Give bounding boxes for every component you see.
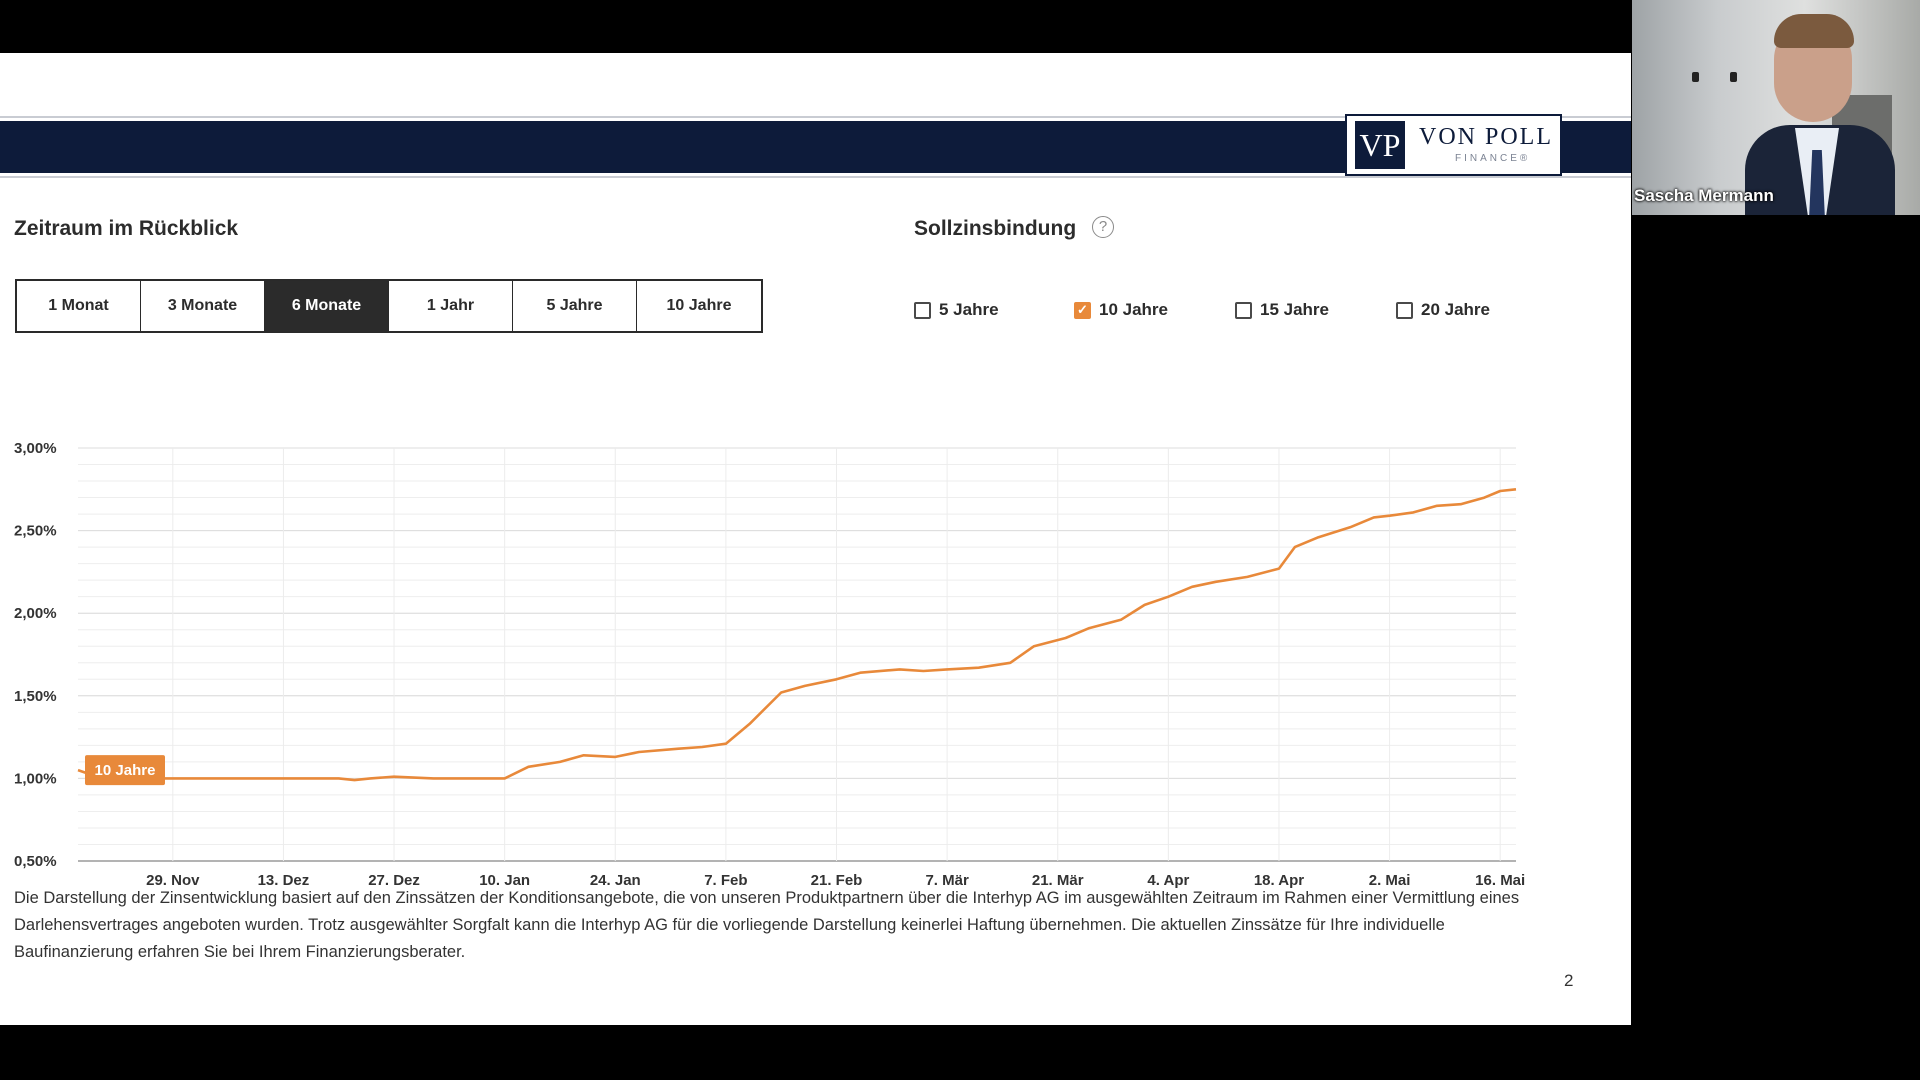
period-heading: Zeitraum im Rückblick	[14, 217, 239, 240]
fixation-option-20-jahre[interactable]: 20 Jahre	[1396, 300, 1490, 320]
fixation-option-15-jahre[interactable]: 15 Jahre	[1235, 300, 1329, 320]
fixation-label: 15 Jahre	[1260, 300, 1329, 319]
von-poll-logo: VP VON POLL FINANCE®	[1345, 114, 1562, 176]
logo-subtitle: FINANCE®	[1455, 153, 1531, 164]
checkbox[interactable]	[1396, 301, 1413, 319]
fixation-label: 5 Jahre	[939, 300, 999, 319]
x-tick-label: 24. Jan	[590, 872, 641, 889]
x-tick-label: 7. Mär	[925, 872, 969, 889]
x-tick-label: 18. Apr	[1254, 872, 1304, 889]
logo-name: VON POLL	[1419, 124, 1553, 150]
period-1-monat[interactable]: 1 Monat	[17, 281, 141, 331]
fixation-heading: Sollzinsbindung	[914, 217, 1077, 240]
x-tick-label: 27. Dez	[368, 872, 420, 889]
fixation-label: 10 Jahre	[1099, 300, 1168, 319]
x-tick-label: 4. Apr	[1147, 872, 1189, 889]
series-line-10-jahre	[77, 488, 1517, 782]
x-tick-label: 13. Dez	[258, 872, 310, 889]
series-label-badge	[85, 755, 165, 786]
x-tick-label: 16. Mai	[1475, 872, 1525, 889]
participant-name: Sascha Mermann	[1634, 186, 1774, 205]
x-tick-label: 2. Mai	[1369, 872, 1411, 889]
participant-video: Sascha Mermann	[1632, 0, 1920, 215]
presentation-slide: VP VON POLL FINANCE® Zeitraum im Rückbli…	[0, 53, 1631, 1025]
y-tick-label: 2,50%	[14, 523, 57, 540]
y-tick-label: 1,00%	[14, 770, 57, 787]
video-lamp	[1730, 72, 1737, 82]
help-icon[interactable]: ?	[1092, 216, 1114, 238]
series-label: 10 Jahre	[95, 762, 156, 779]
page-number: 2	[1564, 971, 1574, 990]
fixation-option-10-jahre[interactable]: ✓ 10 Jahre	[1074, 300, 1168, 320]
period-3-monate[interactable]: 3 Monate	[141, 281, 265, 331]
disclaimer-text: Die Darstellung der Zinsentwicklung basi…	[14, 889, 1520, 961]
checkbox[interactable]	[914, 301, 931, 319]
x-tick-label: 7. Feb	[704, 872, 747, 889]
fixation-label: 20 Jahre	[1421, 300, 1490, 319]
video-person-hair	[1774, 14, 1854, 48]
interest-rate-chart: 3,00% 2,50% 2,00% 1,50% 1,00% 0,50% 29. Nov 13.…	[14, 440, 1525, 889]
x-tick-label: 29. Nov	[146, 872, 200, 889]
checkbox[interactable]	[1235, 301, 1252, 319]
period-6-monate[interactable]: 6 Monate	[265, 281, 389, 331]
video-lamp	[1692, 72, 1699, 82]
x-tick-label: 21. Mär	[1032, 872, 1084, 889]
period-1-jahr[interactable]: 1 Jahr	[389, 281, 513, 331]
period-10-jahre[interactable]: 10 Jahre	[666, 297, 732, 314]
y-tick-label: 3,00%	[14, 440, 57, 457]
x-tick-label: 10. Jan	[479, 872, 530, 889]
video-person-tie	[1809, 150, 1825, 215]
period-5-jahre[interactable]: 5 Jahre	[513, 281, 637, 331]
x-tick-label: 21. Feb	[811, 872, 863, 889]
y-tick-label: 2,00%	[14, 605, 57, 622]
checkbox-checked[interactable]: ✓	[1074, 301, 1091, 319]
fixation-option-5-jahre[interactable]: 5 Jahre	[914, 300, 999, 320]
period-selector: 1 Monat 3 Monate 6 Monate 1 Jahr 5 Jahre…	[15, 279, 763, 333]
y-tick-label: 0,50%	[14, 853, 57, 870]
y-tick-label: 1,50%	[14, 688, 57, 705]
logo-mark: VP	[1355, 121, 1405, 169]
